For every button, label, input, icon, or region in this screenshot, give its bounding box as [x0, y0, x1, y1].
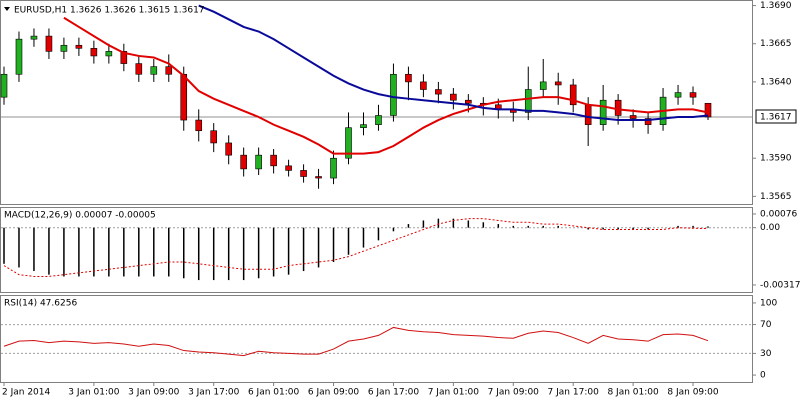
candle-body [195, 119, 203, 132]
candle-body [420, 81, 427, 90]
candle-body [120, 51, 128, 64]
candle-body [300, 170, 307, 177]
y-tick-label: 0.00076 [760, 209, 797, 219]
macd-panel-frame [0, 207, 753, 293]
rsi-panel-frame [0, 295, 753, 383]
candle-body [524, 89, 532, 113]
candle-body [30, 35, 38, 40]
x-tick-label: 3 Jan 01:00 [68, 388, 120, 398]
y-tick-label: 0.00 [760, 223, 780, 233]
candle-body [674, 92, 682, 98]
candle-body [644, 118, 652, 125]
candle-body [375, 115, 382, 125]
price-title: EURUSD,H1 1.3626 1.3626 1.3615 1.3617 [14, 6, 205, 16]
x-tick-label: 3 Jan 09:00 [128, 388, 180, 398]
candle-body [629, 115, 637, 119]
candle-body [240, 154, 247, 170]
y-tick-label: 70 [760, 320, 772, 330]
candle-body [345, 127, 352, 159]
candle-body [390, 73, 397, 116]
candle-body [330, 157, 337, 179]
candle-body [15, 38, 23, 75]
y-tick-label: 1.3665 [760, 39, 792, 49]
last-price-box [755, 109, 797, 124]
y-tick-label: 0 [760, 371, 766, 381]
y-tick-label: 1.3690 [760, 1, 792, 11]
candle-body [315, 176, 322, 179]
y-tick-label: 100 [760, 298, 777, 308]
indicator-line [198, 4, 709, 122]
candle-body [105, 51, 113, 57]
candle-body [614, 99, 622, 116]
indicator-line [3, 218, 709, 277]
indicator-line [3, 326, 709, 357]
candle-body [45, 35, 53, 52]
candle-body [180, 73, 188, 121]
candle-body [405, 73, 412, 83]
candle-body [225, 142, 232, 156]
menu-arrow [4, 7, 10, 11]
candle-body [90, 48, 98, 57]
last-price-label: 1.3617 [760, 113, 792, 123]
candle-body [270, 154, 277, 167]
candle-body [135, 63, 143, 75]
candle-body [150, 66, 158, 75]
x-tick-label: 2 Jan 2014 [2, 388, 50, 398]
candle-body [360, 124, 367, 128]
y-tick-label: 1.3640 [760, 77, 792, 87]
candle-body [435, 89, 442, 95]
candle-body [554, 81, 562, 86]
candle-body [569, 84, 577, 106]
candle-body [165, 66, 173, 75]
y-tick-label: 1.3590 [760, 154, 792, 164]
x-tick-label: 8 Jan 09:00 [667, 388, 719, 398]
candle-body [60, 44, 68, 52]
x-tick-label: 8 Jan 01:00 [607, 388, 659, 398]
x-tick-label: 6 Jan 09:00 [308, 388, 360, 398]
candle-body [0, 73, 8, 98]
y-tick-label: 30 [760, 349, 772, 359]
candle-body [584, 104, 592, 125]
x-tick-label: 7 Jan 01:00 [428, 388, 480, 398]
x-tick-label: 7 Jan 17:00 [548, 388, 600, 398]
candle-body [210, 130, 218, 144]
candle-body [599, 99, 607, 125]
rsi-title: RSI(14) 47.6256 [4, 299, 77, 309]
y-tick-label: 1.3565 [760, 192, 792, 202]
candle-body [450, 93, 457, 101]
x-tick-label: 7 Jan 09:00 [488, 388, 540, 398]
candle-body [75, 44, 83, 49]
indicator-line [63, 16, 709, 155]
x-tick-label: 6 Jan 01:00 [248, 388, 300, 398]
x-tick-label: 3 Jan 17:00 [188, 388, 240, 398]
candle-body [285, 165, 292, 171]
candle-body [255, 154, 262, 170]
candle-body [689, 92, 697, 98]
candle-body [539, 81, 547, 90]
candle-body [465, 99, 472, 104]
y-tick-label: -0.00317 [760, 280, 800, 290]
x-tick-label: 6 Jan 17:00 [368, 388, 420, 398]
candle-body [704, 102, 712, 118]
price-panel-frame [0, 0, 753, 205]
macd-title: MACD(12,26,9) 0.00007 -0.00005 [4, 211, 156, 221]
